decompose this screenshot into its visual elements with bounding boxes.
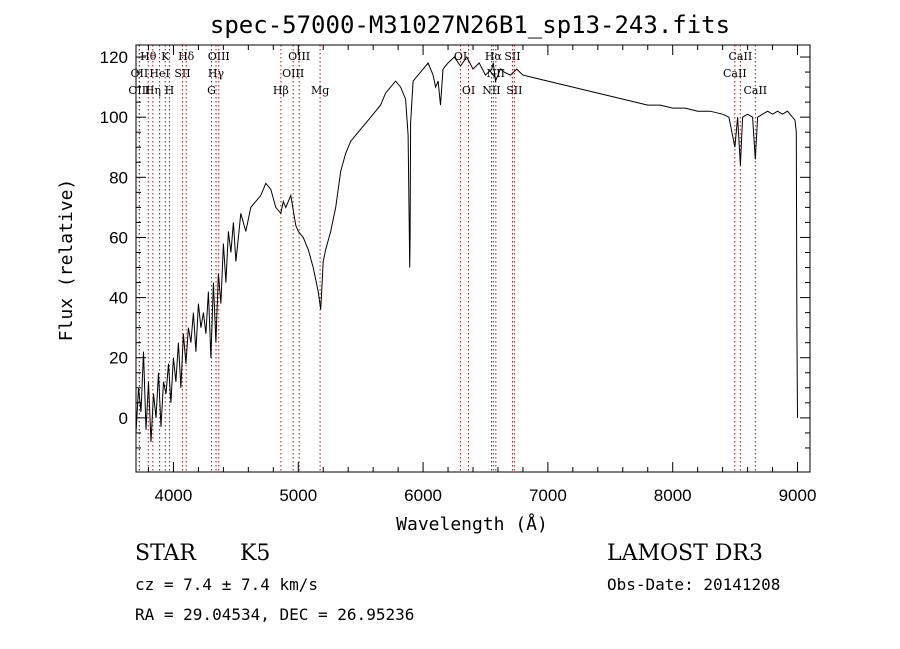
spectral-line-label: K <box>161 50 170 63</box>
spectral-line-label: H <box>165 84 175 97</box>
y-tick-label: 20 <box>109 349 128 368</box>
plot-frame <box>135 44 811 473</box>
y-tick-label: 0 <box>119 409 128 428</box>
y-tick-label: 40 <box>109 289 128 308</box>
x-tick-label: 8000 <box>654 486 692 505</box>
x-tick-label: 6000 <box>404 486 442 505</box>
spectral-line-label: G <box>207 84 216 97</box>
sky-coordinates: RA = 29.04534, DEC = 26.95236 <box>135 605 414 624</box>
x-tick-label: 7000 <box>529 486 567 505</box>
redshift-cz: cz = 7.4 ± 7.4 km/s <box>135 575 318 594</box>
x-tick-label: 9000 <box>779 486 817 505</box>
spectral-line-label: NII <box>482 84 500 97</box>
spectral-line-label: OIII <box>128 84 150 97</box>
survey-name: LAMOST DR3 <box>607 541 763 566</box>
spectral-line-markers <box>138 45 756 472</box>
spectral-line-label: NII <box>487 67 505 80</box>
x-tick-label: 4000 <box>155 486 193 505</box>
y-axis-ticks: 0 20 40 60 80 100 120 <box>100 48 810 449</box>
object-subclass: K5 <box>240 541 270 566</box>
x-axis-ticks: 4000 5000 6000 7000 8000 9000 <box>147 45 817 505</box>
x-tick-label: 5000 <box>279 486 317 505</box>
spectral-line-label: Hα <box>485 50 503 63</box>
chart-title: spec-57000-M31027N26B1_sp13-243.fits <box>210 11 730 39</box>
flux-series-line <box>135 56 798 442</box>
spectral-line-label: Hβ <box>273 84 289 97</box>
spectral-line-label: OIII <box>282 67 304 80</box>
y-axis-label: Flux (relative) <box>56 179 77 342</box>
y-tick-label: 60 <box>109 228 128 247</box>
spectral-line-label: CaII <box>743 84 767 97</box>
spectral-line-label: Hη <box>145 84 161 97</box>
y-tick-label: 80 <box>109 168 128 187</box>
y-tick-label: 120 <box>100 48 128 67</box>
spectral-line-label: OI <box>454 50 467 63</box>
spectral-line-label: OIII <box>288 50 310 63</box>
spectral-line-label: HeI <box>149 67 169 80</box>
spectral-line-label: SII <box>506 84 522 97</box>
spectral-line-label: CaII <box>729 50 753 63</box>
object-class: STAR <box>135 541 197 566</box>
x-axis-label: Wavelength (Å) <box>396 513 548 535</box>
spectral-line-label: SII <box>504 50 520 63</box>
flux-series-layer <box>135 56 798 442</box>
spectral-line-label: SII <box>174 67 190 80</box>
y-tick-label: 100 <box>100 108 128 127</box>
spectral-line-label: Hγ <box>208 67 225 80</box>
spectral-line-label: OII <box>131 67 149 80</box>
spectral-line-label: Hδ <box>178 50 195 63</box>
spectral-line-label: OIII <box>208 50 230 63</box>
spectral-line-label: OI <box>462 84 475 97</box>
spectral-line-label: Hθ <box>140 50 157 63</box>
spectral-line-label: Mg <box>311 84 329 97</box>
observation-date: Obs-Date: 20141208 <box>607 575 780 594</box>
spectral-line-label: CaII <box>723 67 747 80</box>
